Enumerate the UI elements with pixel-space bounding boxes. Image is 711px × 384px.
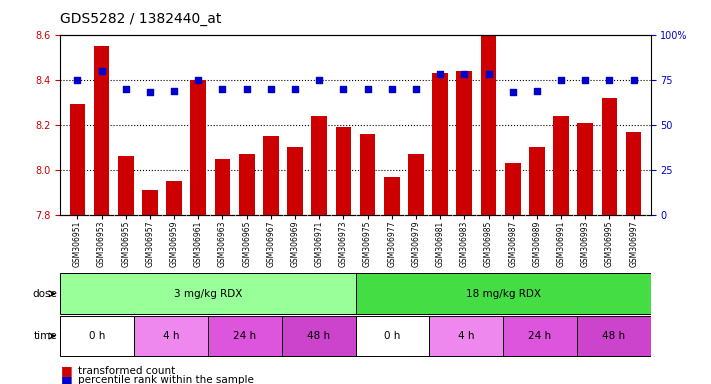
Bar — [529, 147, 545, 215]
Bar — [191, 79, 206, 215]
Bar — [602, 98, 617, 215]
Bar — [356, 273, 651, 314]
Bar — [239, 154, 255, 215]
Point — [604, 77, 615, 83]
Text: 0 h: 0 h — [384, 331, 400, 341]
Point — [144, 89, 156, 95]
Point — [579, 77, 591, 83]
Bar — [166, 181, 182, 215]
Point — [386, 86, 397, 92]
Text: 3 mg/kg RDX: 3 mg/kg RDX — [173, 289, 242, 299]
Bar — [60, 273, 356, 314]
Bar — [553, 116, 569, 215]
Text: 48 h: 48 h — [307, 331, 330, 341]
Point — [362, 86, 373, 92]
Point — [314, 77, 325, 83]
Bar — [356, 316, 429, 356]
Text: ■: ■ — [60, 374, 73, 384]
Bar — [215, 159, 230, 215]
Point — [265, 86, 277, 92]
Text: 24 h: 24 h — [233, 331, 257, 341]
Bar — [263, 136, 279, 215]
Point — [483, 71, 494, 77]
Text: 48 h: 48 h — [602, 331, 625, 341]
Bar — [134, 316, 208, 356]
Bar — [311, 116, 327, 215]
Bar — [626, 132, 641, 215]
Bar — [282, 316, 356, 356]
Point — [459, 71, 470, 77]
Bar — [384, 177, 400, 215]
Text: time: time — [33, 331, 57, 341]
Point — [555, 77, 567, 83]
Text: ■: ■ — [60, 364, 73, 377]
Point — [434, 71, 446, 77]
Bar — [287, 147, 303, 215]
Point — [241, 86, 252, 92]
Text: 4 h: 4 h — [163, 331, 179, 341]
Bar — [336, 127, 351, 215]
Point — [289, 86, 301, 92]
Point — [338, 86, 349, 92]
Bar — [577, 122, 593, 215]
Point — [507, 89, 518, 95]
Bar — [60, 316, 134, 356]
Point — [120, 86, 132, 92]
Bar — [70, 104, 85, 215]
Bar — [208, 316, 282, 356]
Point — [531, 88, 542, 94]
Bar — [432, 73, 448, 215]
Point — [410, 86, 422, 92]
Point — [96, 68, 107, 74]
Bar — [94, 46, 109, 215]
Point — [169, 88, 180, 94]
Text: percentile rank within the sample: percentile rank within the sample — [78, 375, 254, 384]
Bar — [577, 316, 651, 356]
Point — [193, 77, 204, 83]
Text: transformed count: transformed count — [78, 366, 176, 376]
Bar — [505, 163, 520, 215]
Text: dose: dose — [32, 289, 57, 299]
Bar — [503, 316, 577, 356]
Bar — [408, 154, 424, 215]
Text: 24 h: 24 h — [528, 331, 552, 341]
Bar — [142, 190, 158, 215]
Point — [628, 77, 639, 83]
Text: 18 mg/kg RDX: 18 mg/kg RDX — [466, 289, 540, 299]
Text: GDS5282 / 1382440_at: GDS5282 / 1382440_at — [60, 12, 222, 25]
Bar — [360, 134, 375, 215]
Point — [72, 77, 83, 83]
Bar — [481, 35, 496, 215]
Bar — [429, 316, 503, 356]
Text: 0 h: 0 h — [89, 331, 105, 341]
Bar — [456, 71, 472, 215]
Bar — [118, 156, 134, 215]
Text: 4 h: 4 h — [458, 331, 474, 341]
Point — [217, 86, 228, 92]
